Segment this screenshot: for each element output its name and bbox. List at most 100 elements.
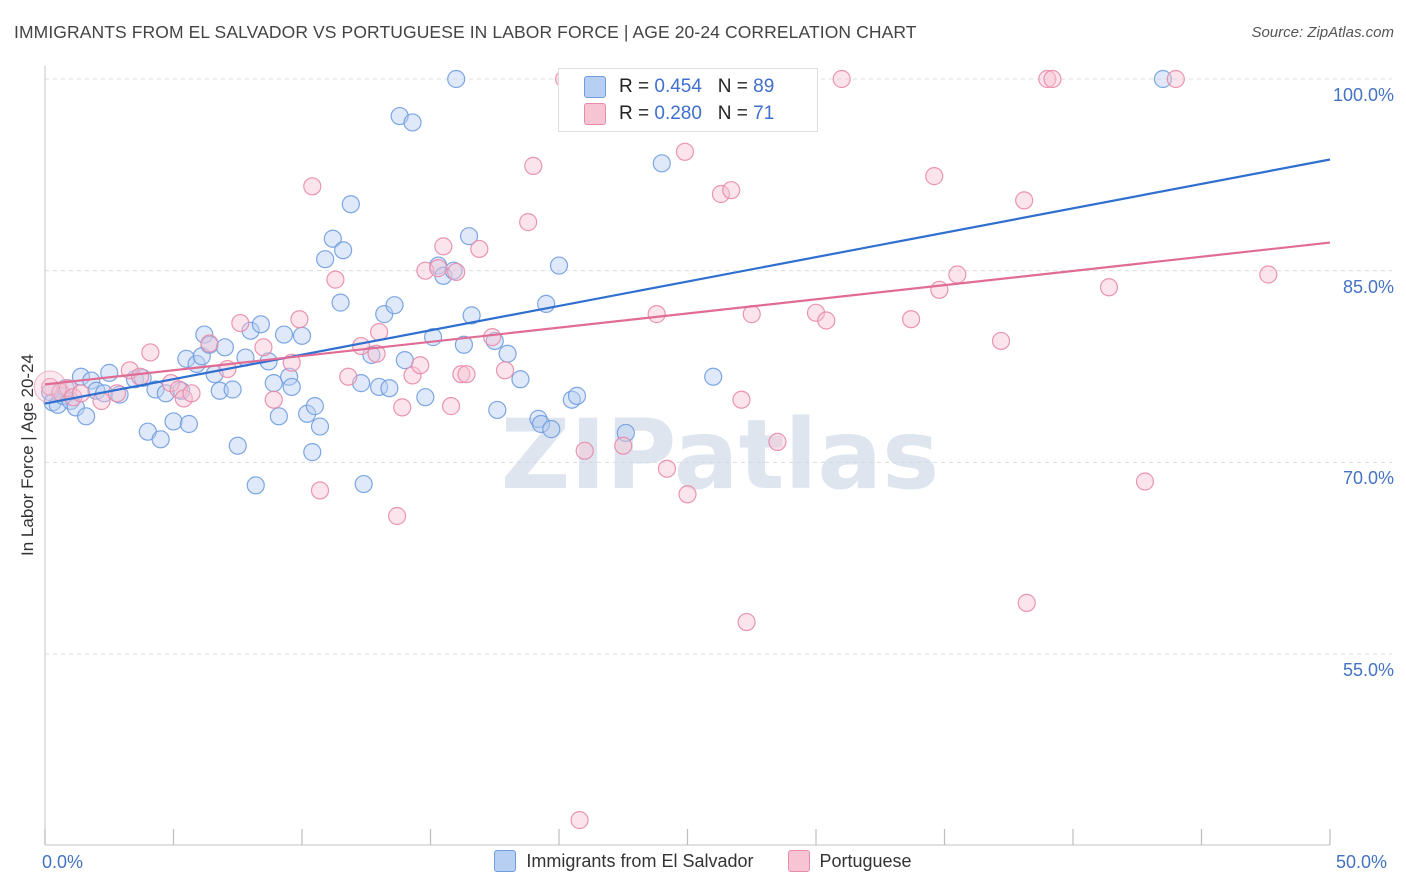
point-portuguese xyxy=(742,305,761,324)
point-portuguese xyxy=(991,331,1011,351)
stats-box: R = 0.454 N = 89 R = 0.280 N = 71 xyxy=(558,68,818,132)
point-el-salvador xyxy=(179,414,199,434)
point-portuguese xyxy=(832,69,851,89)
point-el-salvador xyxy=(567,386,587,405)
point-portuguese xyxy=(711,184,731,204)
point-portuguese xyxy=(326,270,345,289)
point-el-salvador xyxy=(447,69,466,89)
point-el-salvador xyxy=(488,400,507,420)
point-portuguese xyxy=(457,365,476,384)
legend-item-portuguese[interactable]: Portuguese xyxy=(787,850,912,872)
point-el-salvador xyxy=(331,293,350,312)
x-tick-min: 0.0% xyxy=(42,852,84,872)
point-el-salvador xyxy=(274,325,294,344)
point-el-salvador xyxy=(310,417,330,436)
point-el-salvador xyxy=(385,296,404,315)
stats-pink-r-label: R = xyxy=(619,103,655,124)
point-portuguese xyxy=(1099,278,1119,297)
axes xyxy=(44,66,1331,846)
point-el-salvador xyxy=(316,250,335,269)
point-portuguese xyxy=(732,390,751,409)
point-portuguese xyxy=(925,167,944,186)
point-portuguese xyxy=(231,313,250,333)
point-portuguese xyxy=(403,366,422,385)
legend-label-portuguese: Portuguese xyxy=(819,850,912,871)
point-portuguese xyxy=(393,398,412,417)
point-portuguese xyxy=(1135,472,1155,491)
point-portuguese xyxy=(675,142,695,161)
point-portuguese xyxy=(303,177,322,196)
point-portuguese xyxy=(339,367,358,386)
legend-swatch-blue xyxy=(494,850,517,872)
trend-line-el-salvador xyxy=(44,158,1331,405)
point-el-salvador xyxy=(269,407,288,426)
point-portuguese xyxy=(71,384,91,403)
point-el-salvador xyxy=(323,229,342,248)
point-portuguese xyxy=(678,485,697,504)
point-portuguese xyxy=(310,481,330,500)
point-el-salvador xyxy=(228,436,247,455)
point-el-salvador xyxy=(498,344,517,363)
point-el-salvador xyxy=(511,370,530,389)
point-portuguese xyxy=(1017,593,1036,612)
point-portuguese xyxy=(290,310,309,329)
point-el-salvador xyxy=(403,113,422,132)
point-el-salvador xyxy=(164,412,183,431)
point-el-salvador xyxy=(395,351,414,370)
trend-lines xyxy=(44,158,1331,405)
point-el-salvador xyxy=(303,443,322,462)
series-blue-points xyxy=(41,69,1173,495)
point-el-salvador xyxy=(292,326,312,345)
stats-row-pink: R = 0.280 N = 71 xyxy=(584,101,775,127)
stats-blue-n-label: N = xyxy=(717,76,754,97)
point-portuguese xyxy=(495,361,515,380)
point-portuguese xyxy=(948,265,967,284)
point-portuguese xyxy=(1043,69,1062,89)
stats-blue-r-label: R = xyxy=(619,76,655,97)
y-tick-label: 100.0% xyxy=(1332,85,1394,105)
point-portuguese xyxy=(447,262,466,282)
point-el-salvador xyxy=(264,374,283,393)
point-el-salvador xyxy=(146,380,165,399)
point-el-salvador xyxy=(529,409,548,428)
point-portuguese xyxy=(768,432,787,451)
point-portuguese xyxy=(1166,69,1185,89)
point-portuguese xyxy=(254,338,273,357)
point-el-salvador xyxy=(380,379,399,398)
point-portuguese xyxy=(817,311,836,330)
point-el-salvador xyxy=(454,335,474,354)
point-portuguese xyxy=(429,259,448,278)
y-tick-label: 85.0% xyxy=(1342,276,1394,297)
chart-title: IMMIGRANTS FROM EL SALVADOR VS PORTUGUES… xyxy=(14,22,917,42)
point-portuguese xyxy=(737,612,756,632)
point-portuguese xyxy=(182,384,201,403)
point-el-salvador xyxy=(151,430,170,449)
point-portuguese xyxy=(901,310,921,329)
point-portuguese xyxy=(1015,191,1034,210)
point-el-salvador xyxy=(416,388,435,407)
stats-pink-n-value: 71 xyxy=(753,103,775,124)
legend-label-el-salvador: Immigrants from El Salvador xyxy=(526,850,754,871)
point-el-salvador xyxy=(282,377,301,397)
y-tick-label: 55.0% xyxy=(1342,660,1394,680)
point-el-salvador xyxy=(195,325,214,344)
point-portuguese xyxy=(200,334,219,353)
point-el-salvador xyxy=(462,306,481,325)
stats-row-blue: R = 0.454 N = 89 xyxy=(584,74,774,100)
point-portuguese xyxy=(1259,265,1278,284)
point-portuguese xyxy=(107,384,127,403)
point-el-salvador xyxy=(549,256,569,275)
point-portuguese xyxy=(441,397,461,416)
point-portuguese xyxy=(524,156,543,175)
point-portuguese xyxy=(130,367,150,386)
point-portuguese xyxy=(657,459,677,478)
point-el-salvador xyxy=(542,420,561,439)
stats-swatch-blue xyxy=(584,76,606,98)
point-portuguese xyxy=(387,506,407,526)
x-tick-max: 50.0% xyxy=(1336,852,1388,872)
point-el-salvador xyxy=(354,474,373,494)
point-portuguese xyxy=(367,344,386,363)
legend-item-el-salvador[interactable]: Immigrants from El Salvador xyxy=(494,850,754,872)
point-portuguese-large xyxy=(33,370,67,404)
